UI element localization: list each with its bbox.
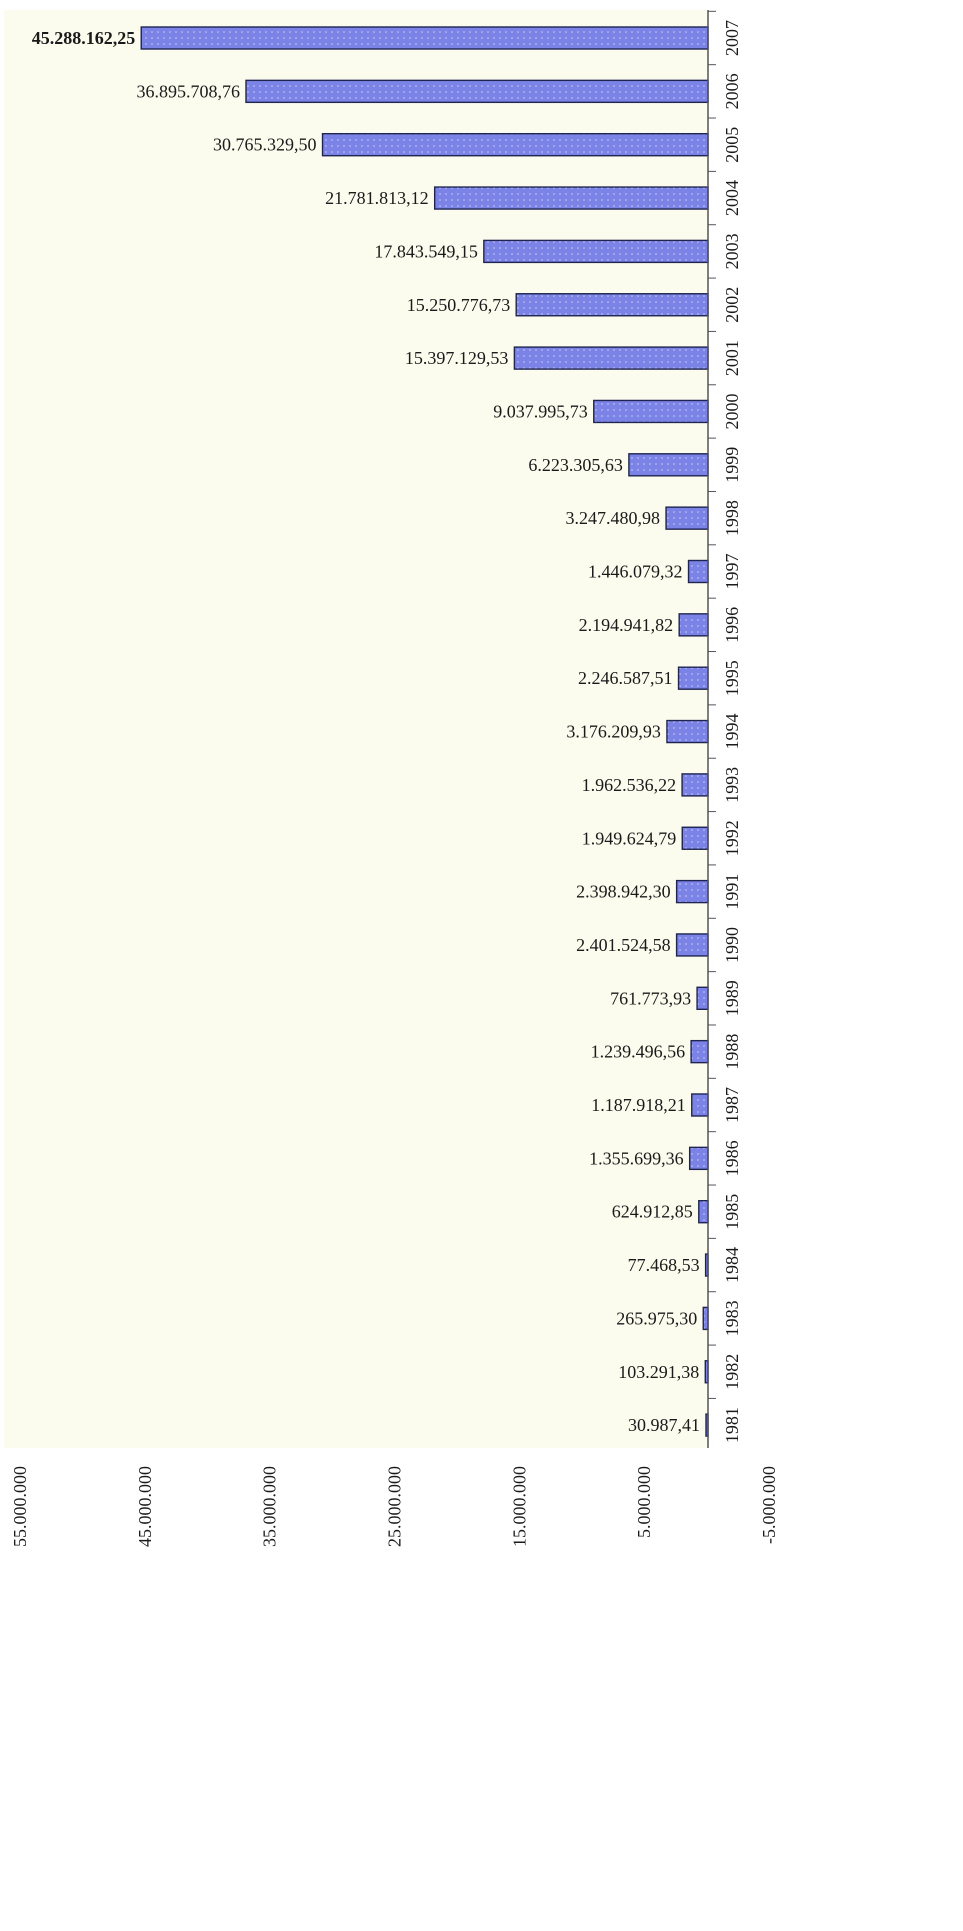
value-label-1986: 1.355.699,36 (589, 1148, 684, 1168)
value-axis-tick-label: 35.000.000 (260, 1466, 280, 1547)
bar-1990 (677, 934, 708, 956)
value-axis-tick-label: 45.000.000 (135, 1466, 155, 1547)
bar-2001 (514, 347, 708, 369)
category-label-1992: 1992 (722, 820, 742, 856)
value-label-1995: 2.246.587,51 (578, 668, 673, 688)
value-label-1999: 6.223.305,63 (528, 455, 623, 475)
value-label-2001: 15.397.129,53 (405, 348, 509, 368)
value-label-1990: 2.401.524,58 (576, 935, 671, 955)
category-label-1990: 1990 (722, 927, 742, 963)
bar-2007 (141, 27, 708, 49)
value-label-1991: 2.398.942,30 (576, 882, 671, 902)
value-label-2005: 30.765.329,50 (213, 135, 317, 155)
value-label-2003: 17.843.549,15 (374, 241, 478, 261)
bar-1998 (666, 507, 708, 529)
value-axis-tick-label: 55.000.000 (10, 1466, 30, 1547)
category-label-2005: 2005 (722, 127, 742, 163)
category-label-1993: 1993 (722, 767, 742, 803)
value-axis-tick-label: 25.000.000 (385, 1466, 405, 1547)
value-label-2002: 15.250.776,73 (407, 295, 511, 315)
value-label-2007: 45.288.162,25 (32, 28, 136, 48)
bar-1995 (679, 667, 708, 689)
bar-1994 (667, 721, 708, 743)
category-label-1981: 1981 (722, 1407, 742, 1443)
bar-1999 (629, 454, 708, 476)
value-label-1981: 30.987,41 (628, 1415, 700, 1435)
category-label-1986: 1986 (722, 1140, 742, 1176)
category-label-1999: 1999 (722, 447, 742, 483)
category-label-2006: 2006 (722, 73, 742, 109)
value-label-1992: 1.949.624,79 (582, 828, 677, 848)
category-label-1987: 1987 (722, 1087, 742, 1123)
bar-2004 (435, 187, 708, 209)
bar-1991 (677, 881, 708, 903)
category-label-1985: 1985 (722, 1194, 742, 1230)
bar-1996 (679, 614, 708, 636)
value-label-2006: 36.895.708,76 (137, 81, 241, 101)
bar-1989 (697, 987, 708, 1009)
category-label-1991: 1991 (722, 874, 742, 910)
bar-1997 (689, 561, 708, 583)
value-label-1984: 77.468,53 (628, 1255, 700, 1275)
bar-1988 (691, 1041, 708, 1063)
value-axis-tick-label: 15.000.000 (509, 1466, 529, 1547)
category-label-2004: 2004 (722, 180, 742, 216)
bar-2003 (484, 240, 708, 262)
value-axis-tick-label: 5.000.000 (634, 1466, 654, 1538)
category-label-1984: 1984 (722, 1247, 742, 1283)
bar-1992 (682, 827, 708, 849)
bar-2005 (323, 134, 708, 156)
bar-1985 (699, 1201, 708, 1223)
value-label-2004: 21.781.813,12 (325, 188, 429, 208)
value-label-1983: 265.975,30 (616, 1308, 697, 1328)
value-label-1985: 624.912,85 (612, 1202, 693, 1222)
bar-1993 (682, 774, 708, 796)
category-label-2002: 2002 (722, 287, 742, 323)
category-ticks-group (708, 11, 716, 1398)
value-label-1989: 761.773,93 (610, 988, 691, 1008)
category-label-1989: 1989 (722, 980, 742, 1016)
value-label-1996: 2.194.941,82 (579, 615, 674, 635)
category-label-2000: 2000 (722, 393, 742, 429)
value-label-1988: 1.239.496,56 (591, 1042, 686, 1062)
bar-2000 (594, 400, 708, 422)
category-label-1996: 1996 (722, 607, 742, 643)
value-axis-tick-labels-group: 55.000.000 45.000.000 35.000.000 25.000.000… (10, 1466, 779, 1547)
value-label-1994: 3.176.209,93 (566, 722, 661, 742)
category-label-2007: 2007 (722, 20, 742, 56)
category-label-1994: 1994 (722, 714, 742, 750)
value-label-1998: 3.247.480,98 (566, 508, 661, 528)
category-label-1983: 1983 (722, 1300, 742, 1336)
bar-2006 (246, 80, 708, 102)
bar-2002 (516, 294, 708, 316)
category-label-1998: 1998 (722, 500, 742, 536)
value-label-1997: 1.446.079,32 (588, 562, 683, 582)
category-label-1995: 1995 (722, 660, 742, 696)
value-label-2000: 9.037.995,73 (493, 401, 588, 421)
bar-1986 (690, 1147, 708, 1169)
category-label-1997: 1997 (722, 554, 742, 590)
category-labels-group: 2007 2006 2005 2004 2003 2002 2001 2000 1999 1998… (722, 20, 742, 1443)
category-label-1982: 1982 (722, 1354, 742, 1390)
category-label-2001: 2001 (722, 340, 742, 376)
bar-1987 (692, 1094, 708, 1116)
value-label-1993: 1.962.536,22 (582, 775, 677, 795)
category-label-2003: 2003 (722, 233, 742, 269)
value-label-1987: 1.187.918,21 (591, 1095, 686, 1115)
category-label-1988: 1988 (722, 1034, 742, 1070)
value-label-1982: 103.291,38 (618, 1362, 699, 1382)
value-axis-tick-label: -5.000.000 (759, 1466, 779, 1544)
